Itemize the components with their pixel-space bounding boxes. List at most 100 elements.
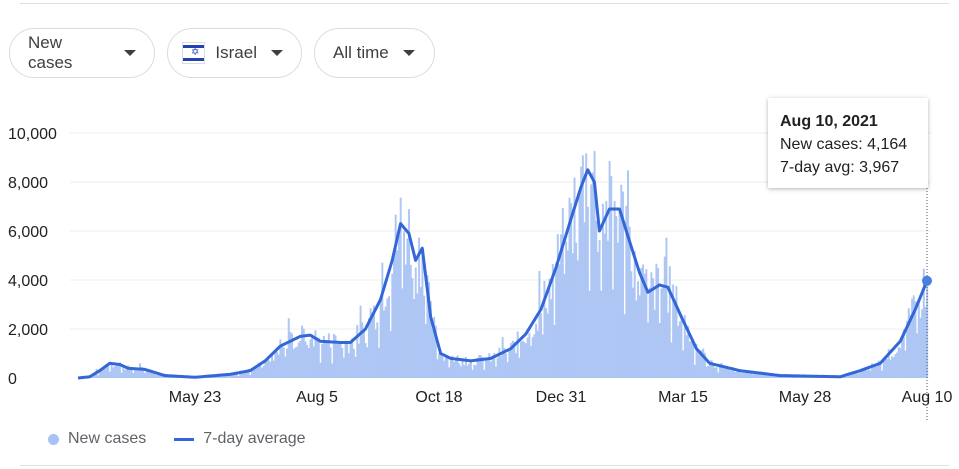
- bar: [120, 372, 123, 378]
- bar: [647, 322, 650, 378]
- bar: [561, 208, 564, 378]
- bar: [499, 356, 502, 378]
- bar: [289, 331, 292, 378]
- bar: [615, 216, 618, 378]
- bar: [884, 356, 887, 378]
- bar: [359, 305, 362, 378]
- bar: [618, 207, 621, 378]
- bar: [421, 252, 424, 378]
- bar: [152, 373, 155, 378]
- bar: [525, 343, 528, 378]
- bar: [433, 317, 436, 378]
- bar: [668, 266, 671, 378]
- bar: [294, 347, 297, 378]
- bar: [284, 356, 287, 378]
- bar: [488, 353, 491, 378]
- bar: [137, 370, 140, 378]
- y-tick-label: 8,000: [8, 175, 48, 192]
- bar: [414, 267, 417, 378]
- bar: [123, 369, 126, 378]
- bar: [516, 331, 519, 378]
- bar: [132, 372, 135, 378]
- range-dropdown[interactable]: All time: [314, 28, 435, 78]
- bar: [611, 289, 614, 378]
- bar: [312, 346, 315, 378]
- bar: [576, 260, 579, 378]
- bar: [144, 373, 146, 378]
- bar: [718, 365, 721, 378]
- tooltip-new-cases: New cases: 4,164: [780, 136, 908, 153]
- bar: [762, 372, 765, 378]
- bar: [286, 348, 289, 378]
- bar: [259, 365, 262, 378]
- bar: [508, 348, 511, 378]
- israel-flag-icon: ✡: [182, 42, 206, 64]
- bar: [568, 197, 571, 378]
- bar: [775, 376, 778, 378]
- bar: [732, 367, 735, 378]
- bar: [902, 329, 905, 378]
- bar: [538, 270, 541, 378]
- bar: [565, 241, 568, 378]
- bar: [705, 366, 708, 378]
- bar: [750, 373, 753, 378]
- bar: [391, 273, 394, 378]
- bar: [309, 339, 312, 378]
- bar: [513, 341, 516, 378]
- bar: [675, 286, 678, 378]
- bar: [642, 264, 645, 378]
- bar: [593, 151, 596, 378]
- bar: [598, 239, 601, 378]
- legend-dot-icon: [48, 433, 59, 445]
- bar: [625, 205, 628, 378]
- bar: [272, 360, 275, 378]
- bar: [551, 264, 554, 378]
- bar: [855, 371, 858, 378]
- bar: [122, 366, 125, 378]
- bar: [643, 273, 646, 378]
- x-tick-label: Aug 10: [902, 389, 953, 406]
- bar: [728, 370, 731, 378]
- bar: [494, 366, 497, 378]
- top-divider: [20, 3, 949, 4]
- bar: [605, 201, 608, 378]
- range-label: All time: [333, 43, 389, 62]
- bar: [887, 349, 890, 378]
- bar: [103, 366, 106, 378]
- country-dropdown[interactable]: ✡ Israel: [167, 28, 302, 78]
- bar: [317, 337, 320, 378]
- bar: [638, 295, 641, 378]
- bar: [444, 357, 447, 378]
- bar: [871, 363, 873, 378]
- bar: [113, 366, 116, 378]
- bar: [727, 367, 730, 378]
- bar: [115, 364, 118, 378]
- bar: [632, 287, 634, 378]
- bar: [230, 373, 233, 378]
- bar: [580, 166, 583, 378]
- bar: [304, 341, 307, 378]
- bar: [548, 278, 551, 378]
- bar: [384, 306, 387, 378]
- bar: [620, 184, 623, 378]
- bar: [267, 359, 270, 378]
- chevron-down-icon: [402, 50, 415, 56]
- bar: [860, 368, 863, 378]
- bar: [396, 250, 399, 378]
- bar: [922, 268, 925, 378]
- bar: [406, 238, 409, 378]
- x-tick-label: Oct 18: [415, 389, 462, 406]
- metric-dropdown[interactable]: New cases: [9, 28, 155, 78]
- bar: [847, 374, 850, 378]
- bar: [352, 348, 355, 378]
- bar: [301, 325, 304, 378]
- bar: [498, 347, 501, 378]
- bar: [919, 317, 922, 378]
- bar: [633, 251, 636, 378]
- bar: [515, 353, 518, 378]
- bar: [234, 373, 237, 378]
- bar: [707, 365, 710, 378]
- bar: [688, 341, 691, 378]
- bar: [754, 373, 756, 378]
